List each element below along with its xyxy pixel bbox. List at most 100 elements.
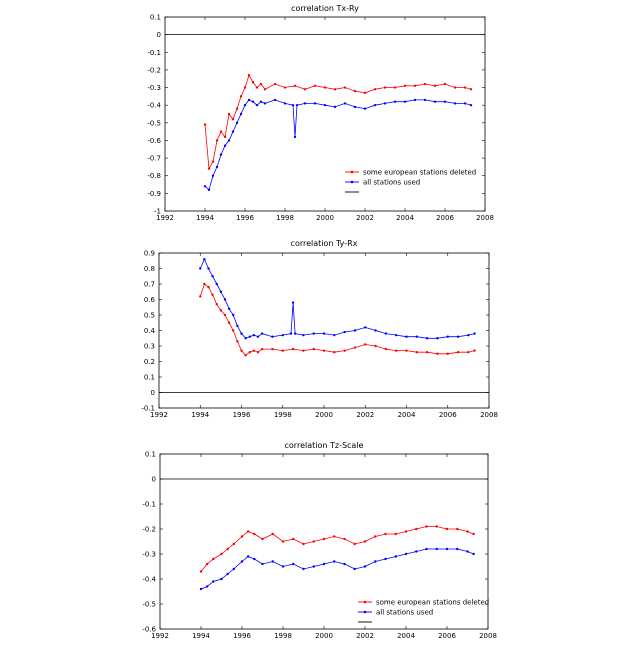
data-point [220,552,223,556]
data-point [232,542,235,546]
data-point [435,547,438,551]
data-point [235,121,239,125]
data-point [260,347,264,351]
y-tick-label: 0.9 [144,250,155,258]
data-point [353,542,356,546]
data-point [463,102,467,105]
y-tick-label: 0.1 [144,374,155,382]
y-tick-label: -0.8 [147,172,161,180]
data-point [211,174,215,177]
x-tick-label: 2008 [476,214,494,222]
data-point [333,333,336,337]
data-point [243,86,247,89]
data-point [469,88,473,91]
y-tick-label: 0.5 [144,312,155,320]
data-point [473,349,476,352]
data-point [384,347,388,351]
data-point [247,74,251,77]
data-point [323,86,327,89]
data-point [271,335,274,338]
data-point [374,535,377,538]
data-point [383,102,387,105]
data-point [313,84,317,87]
data-point [423,82,427,86]
legend-label: some european stations deleted [363,169,476,177]
y-tick-label: -0.4 [147,102,161,110]
data-point [415,527,418,531]
data-point [199,587,203,591]
data-point [227,112,231,116]
x-tick-label: 2006 [436,214,454,222]
y-tick-label: -0.7 [147,155,161,163]
data-point [292,562,295,566]
data-point [271,560,274,563]
data-point [472,532,475,536]
x-tick-label: 2000 [315,632,333,640]
data-point [312,565,315,568]
data-point [403,84,407,87]
data-point [293,84,297,87]
data-point [384,557,387,561]
data-point [281,540,285,543]
data-point [312,332,315,335]
data-point [303,88,307,91]
y-tick-label: -0.6 [142,626,156,634]
data-point [211,275,214,278]
x-tick-label: 2006 [438,632,456,640]
data-point [261,537,264,541]
data-point [240,560,244,563]
data-point [239,95,243,98]
data-point [215,165,219,169]
data-point [333,535,336,538]
x-tick-label: 1998 [276,214,294,222]
data-point [251,100,255,103]
data-point [423,98,427,102]
data-point [374,560,377,563]
x-tick-label: 1992 [151,632,169,640]
data-point [263,102,267,105]
data-point [236,324,239,328]
data-point [291,301,295,304]
data-point [472,552,475,556]
data-point [353,105,357,109]
data-point [240,535,244,538]
data-point [363,91,367,95]
data-point [219,130,223,133]
data-point [353,567,356,571]
x-tick-label: 2002 [356,632,374,640]
data-point [207,285,210,289]
series-1 [203,74,473,171]
x-tick-label: 1994 [191,411,209,419]
data-point [363,540,367,543]
data-point [446,335,449,338]
data-point [302,567,305,571]
data-point [227,139,231,142]
data-point [404,552,408,556]
x-tick-label: 2000 [316,214,334,222]
data-point [232,329,235,332]
data-point [405,335,408,338]
data-point [223,298,227,301]
data-point [260,332,264,335]
legend-label: all stations used [363,179,420,187]
data-point [363,107,367,110]
y-tick-label: 0.3 [144,343,155,351]
x-tick-label: 2004 [396,214,414,222]
y-tick-label: -0.3 [147,84,161,92]
x-tick-label: 2008 [479,632,497,640]
chart-3: correlation Tz-Scale 1992 1994 1996 1998 2000… [142,441,497,640]
legend-marker [350,180,354,184]
series-1 [199,282,476,357]
data-point [393,86,397,89]
data-point [413,98,417,102]
data-point [443,100,447,103]
x-tick-label: 2000 [315,411,333,419]
data-point [343,86,347,89]
data-point [343,102,347,105]
data-point [436,337,439,340]
data-point [405,349,408,352]
data-point [383,86,387,89]
data-point [322,537,326,541]
data-point [473,332,476,335]
y-tick-label: -0.5 [142,601,156,609]
